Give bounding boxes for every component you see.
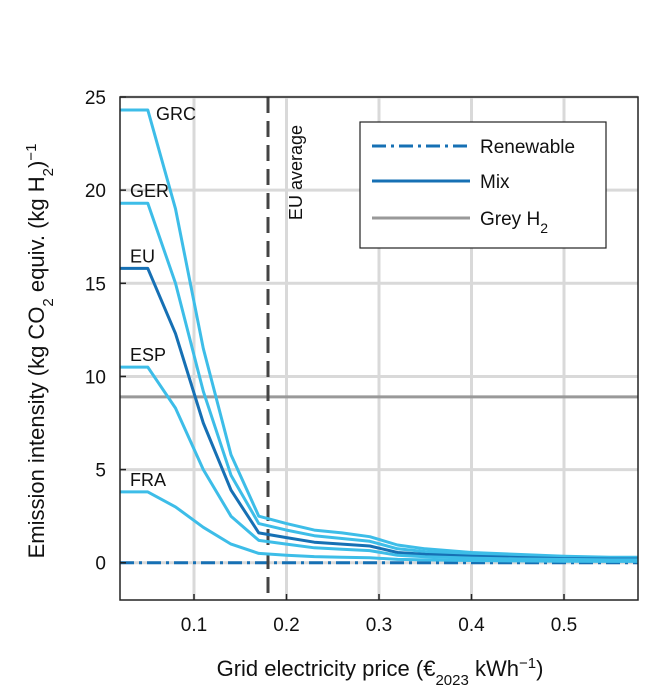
axes: 0.1 0.2 0.3 0.4 0.5 0 5 10 15 20 25 bbox=[85, 88, 639, 636]
x-axis-title-mid: kWh bbox=[469, 656, 519, 681]
legend-box bbox=[359, 121, 607, 249]
x-axis-title: Grid electricity price (€2023 kWh−1) bbox=[217, 655, 544, 689]
y-axis-title-part-c: ) bbox=[24, 161, 49, 168]
x-axis-title-sub: 2023 bbox=[435, 672, 468, 689]
y-axis-title-sub1: 2 bbox=[40, 298, 57, 306]
x-tick-label-3: 0.4 bbox=[458, 615, 485, 636]
y-axis-title-sup: −1 bbox=[23, 144, 40, 161]
legend-grey-h2-sub: 2 bbox=[540, 220, 548, 236]
series-label-ger: GER bbox=[130, 181, 169, 201]
legend-grey-h2-main: Grey H bbox=[480, 209, 540, 230]
series-line-esp bbox=[120, 365, 638, 562]
y-axis-title-part-a: Emission intensity (kg CO bbox=[24, 307, 49, 559]
y-tick-label-0: 0 bbox=[95, 554, 106, 575]
y-tick-label-1: 5 bbox=[95, 461, 106, 482]
legend-label-grey-h2: Grey H2 bbox=[480, 209, 548, 236]
x-tick-label-4: 0.5 bbox=[551, 615, 577, 636]
y-axis-title-part-b: equiv. (kg H bbox=[24, 176, 49, 298]
x-tick-label-1: 0.2 bbox=[273, 615, 299, 636]
x-axis-title-sup: −1 bbox=[519, 655, 536, 672]
x-tick-label-2: 0.3 bbox=[366, 615, 392, 636]
series-lines: GRC GER EU ESP FRA bbox=[120, 104, 638, 563]
series-label-eu: EU bbox=[130, 246, 155, 266]
y-tick-label-3: 15 bbox=[85, 274, 106, 295]
x-axis-title-post: ) bbox=[536, 656, 543, 681]
legend-label-mix: Mix bbox=[480, 172, 510, 193]
series-line-ger bbox=[120, 201, 638, 560]
eu-average-label: EU average bbox=[286, 125, 306, 220]
x-tick-label-0: 0.1 bbox=[181, 615, 207, 636]
y-axis-title: Emission intensity (kg CO2 equiv. (kg H2… bbox=[23, 144, 57, 559]
legend-label-renewable: Renewable bbox=[480, 137, 575, 158]
series-label-esp: ESP bbox=[130, 345, 166, 365]
y-tick-label-4: 20 bbox=[85, 181, 106, 202]
series-label-fra: FRA bbox=[130, 470, 166, 490]
series-label-grc: GRC bbox=[156, 104, 196, 124]
x-axis-title-pre: Grid electricity price (€ bbox=[217, 656, 436, 681]
y-axis-title-sub2: 2 bbox=[40, 168, 57, 176]
y-tick-label-2: 10 bbox=[85, 367, 106, 388]
series-line-fra bbox=[120, 490, 638, 563]
y-tick-label-5: 25 bbox=[85, 88, 106, 109]
legend: Renewable Mix Grey H2 bbox=[359, 121, 607, 249]
